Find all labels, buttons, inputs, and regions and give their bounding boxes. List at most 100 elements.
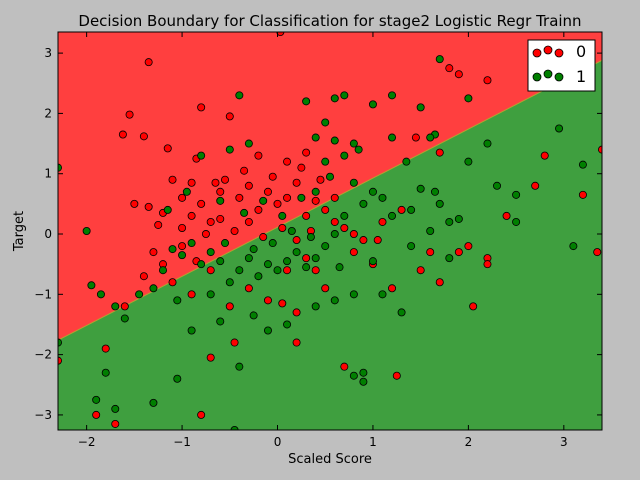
data-point-class-1: [273, 266, 282, 275]
legend-marker-0: [543, 45, 553, 55]
data-point-class-0: [101, 344, 110, 353]
data-point-class-0: [225, 112, 234, 121]
data-point-class-0: [125, 110, 134, 119]
data-point-class-1: [349, 290, 358, 299]
data-point-class-1: [321, 242, 330, 251]
data-point-class-1: [555, 124, 564, 133]
data-point-class-0: [330, 193, 339, 202]
data-point-class-0: [197, 103, 206, 112]
data-point-class-1: [354, 145, 363, 154]
data-point-class-1: [454, 214, 463, 223]
data-point-class-1: [340, 211, 349, 220]
data-point-class-1: [206, 290, 215, 299]
data-point-class-1: [349, 178, 358, 187]
data-point-class-0: [206, 353, 215, 362]
data-point-class-0: [163, 144, 172, 153]
x-axis-label: Scaled Score: [288, 452, 372, 467]
data-point-class-1: [158, 266, 167, 275]
data-point-class-0: [120, 302, 129, 311]
data-point-class-0: [244, 181, 253, 190]
data-point-class-1: [101, 368, 110, 377]
data-point-class-0: [178, 193, 187, 202]
data-point-class-1: [512, 217, 521, 226]
legend-marker-1: [543, 69, 553, 79]
data-point-class-0: [373, 236, 382, 245]
data-point-class-0: [244, 284, 253, 293]
data-point-class-1: [225, 145, 234, 154]
data-point-class-0: [302, 211, 311, 220]
data-point-class-1: [311, 302, 320, 311]
data-point-class-0: [297, 163, 306, 172]
data-point-class-0: [531, 181, 540, 190]
data-point-class-1: [283, 320, 292, 329]
data-point-class-1: [349, 139, 358, 148]
data-point-class-1: [111, 404, 120, 413]
x-tick-label: 3: [560, 435, 568, 449]
data-point-class-1: [426, 133, 435, 142]
data-point-class-0: [454, 248, 463, 257]
data-point-class-1: [120, 314, 129, 323]
data-point-class-1: [149, 398, 158, 407]
data-point-class-1: [483, 139, 492, 148]
data-point-class-1: [178, 251, 187, 260]
legend-marker-0: [554, 48, 564, 58]
data-point-class-1: [297, 193, 306, 202]
data-point-class-1: [235, 91, 244, 100]
data-point-class-0: [118, 130, 127, 139]
data-point-class-1: [244, 139, 253, 148]
x-tick-label: 1: [369, 435, 377, 449]
data-point-class-0: [454, 70, 463, 79]
data-point-class-0: [178, 242, 187, 251]
data-point-class-1: [92, 395, 101, 404]
data-point-class-1: [435, 55, 444, 64]
data-point-class-0: [416, 266, 425, 275]
data-point-class-1: [302, 97, 311, 106]
data-point-class-1: [187, 239, 196, 248]
data-point-class-1: [197, 151, 206, 160]
data-point-class-0: [392, 371, 401, 380]
data-point-class-0: [388, 284, 397, 293]
data-point-class-0: [187, 290, 196, 299]
data-point-class-0: [206, 266, 215, 275]
data-point-class-0: [273, 199, 282, 208]
data-point-class-1: [426, 226, 435, 235]
data-point-class-1: [263, 260, 272, 269]
data-point-class-0: [230, 226, 239, 235]
data-point-class-1: [96, 290, 105, 299]
data-point-class-0: [330, 217, 339, 226]
data-point-class-1: [87, 281, 96, 290]
data-point-class-0: [292, 236, 301, 245]
data-point-class-1: [335, 263, 344, 272]
data-point-class-1: [416, 184, 425, 193]
data-point-class-0: [283, 157, 292, 166]
data-point-class-1: [187, 326, 196, 335]
data-point-class-0: [206, 217, 215, 226]
data-point-class-0: [216, 214, 225, 223]
x-tick-label: 0: [274, 435, 282, 449]
data-point-class-1: [397, 308, 406, 317]
data-point-class-1: [445, 217, 454, 226]
data-point-class-0: [578, 190, 587, 199]
y-tick-label: 3: [44, 46, 52, 60]
data-point-class-0: [197, 410, 206, 419]
data-point-class-1: [493, 181, 502, 190]
data-point-class-0: [340, 362, 349, 371]
data-point-class-1: [278, 211, 287, 220]
data-point-class-0: [240, 166, 249, 175]
data-point-class-0: [278, 299, 287, 308]
data-point-class-0: [178, 223, 187, 232]
data-point-class-0: [278, 223, 287, 232]
data-point-class-1: [359, 368, 368, 377]
data-point-class-0: [221, 175, 230, 184]
data-point-class-1: [311, 187, 320, 196]
data-point-class-1: [378, 290, 387, 299]
x-tick-label: −1: [173, 435, 191, 449]
data-point-class-1: [368, 187, 377, 196]
data-point-class-1: [206, 248, 215, 257]
data-point-class-1: [82, 226, 91, 235]
axis-ticks: −2 −1 0 1 2 3 −3 −2 −1 0 1 2 3: [34, 32, 602, 449]
data-point-class-0: [276, 32, 285, 36]
data-point-class-0: [593, 248, 602, 257]
data-point-class-1: [430, 187, 439, 196]
data-point-class-1: [216, 257, 225, 266]
